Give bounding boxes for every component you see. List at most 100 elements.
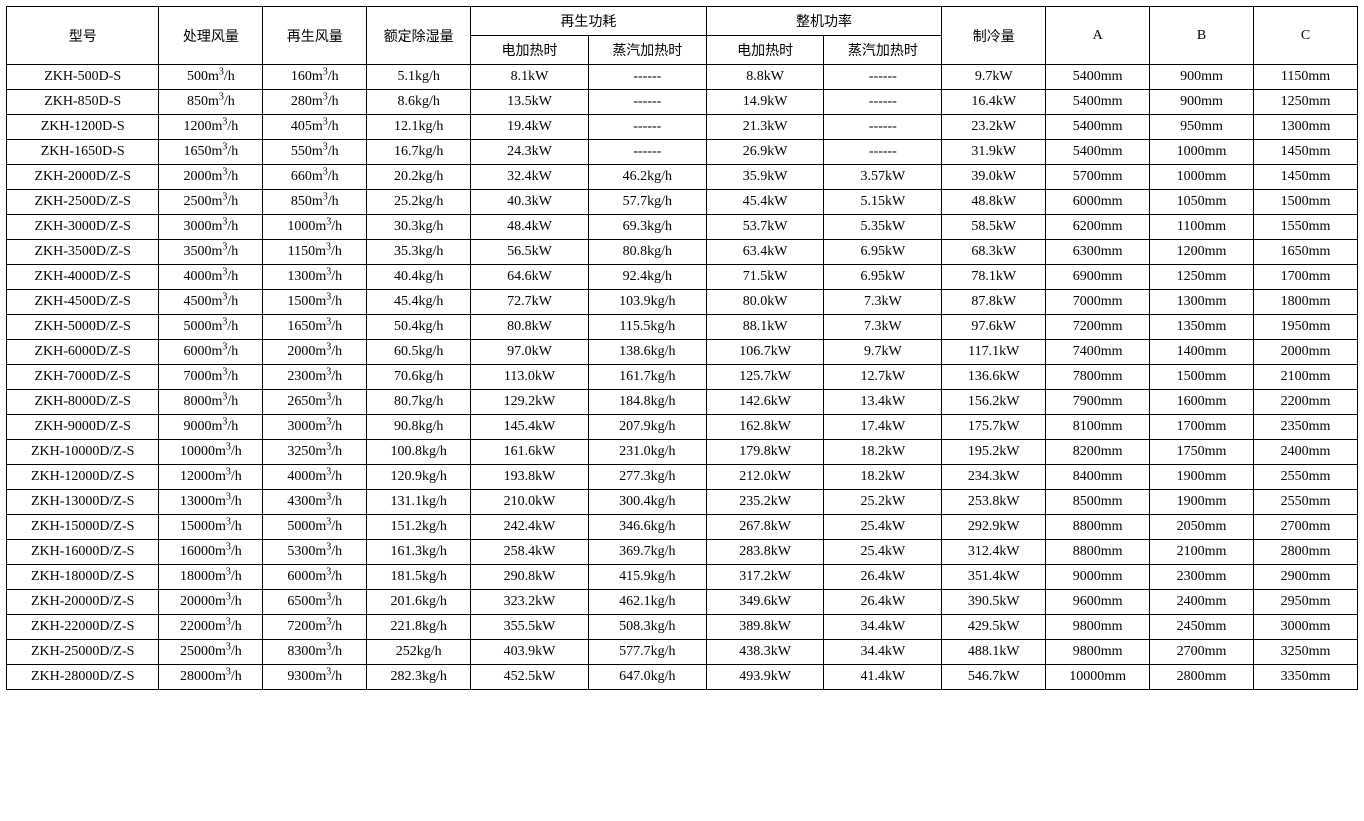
cell-dim-b: 2700mm [1150,640,1254,665]
cell-process-air: 2500m3/h [159,190,263,215]
cell-dim-c: 1500mm [1253,190,1357,215]
cell-model: ZKH-4500D/Z-S [7,290,159,315]
cell-regen-electric: 403.9kW [471,640,589,665]
cell-regen-electric: 13.5kW [471,90,589,115]
cell-cooling: 117.1kW [942,340,1046,365]
cell-total-steam: 25.4kW [824,540,942,565]
cell-process-air: 8000m3/h [159,390,263,415]
cell-regen-air: 1300m3/h [263,265,367,290]
cell-process-air: 9000m3/h [159,415,263,440]
cell-regen-air: 3000m3/h [263,415,367,440]
cell-cooling: 9.7kW [942,65,1046,90]
header-row-1: 型号 处理风量 再生风量 额定除湿量 再生功耗 整机功率 制冷量 A B C [7,7,1358,36]
cell-regen-steam: 462.1kg/h [588,590,706,615]
cell-dim-c: 2200mm [1253,390,1357,415]
cell-dim-c: 2100mm [1253,365,1357,390]
cell-model: ZKH-2500D/Z-S [7,190,159,215]
cell-process-air: 18000m3/h [159,565,263,590]
cell-model: ZKH-6000D/Z-S [7,340,159,365]
cell-dim-a: 9800mm [1046,640,1150,665]
cell-total-steam: 9.7kW [824,340,942,365]
cell-total-steam: 5.15kW [824,190,942,215]
cell-regen-air: 4000m3/h [263,465,367,490]
cell-dim-a: 5400mm [1046,140,1150,165]
cell-dim-a: 5400mm [1046,90,1150,115]
cell-dim-a: 5400mm [1046,65,1150,90]
cell-regen-electric: 210.0kW [471,490,589,515]
cell-rated-dehum: 35.3kg/h [367,240,471,265]
cell-regen-steam: 46.2kg/h [588,165,706,190]
cell-process-air: 4000m3/h [159,265,263,290]
cell-cooling: 16.4kW [942,90,1046,115]
table-row: ZKH-9000D/Z-S9000m3/h3000m3/h90.8kg/h145… [7,415,1358,440]
cell-rated-dehum: 90.8kg/h [367,415,471,440]
cell-dim-a: 9600mm [1046,590,1150,615]
cell-total-electric: 35.9kW [706,165,824,190]
cell-total-electric: 283.8kW [706,540,824,565]
cell-dim-b: 1050mm [1150,190,1254,215]
cell-model: ZKH-7000D/Z-S [7,365,159,390]
cell-process-air: 500m3/h [159,65,263,90]
cell-regen-electric: 193.8kW [471,465,589,490]
cell-model: ZKH-25000D/Z-S [7,640,159,665]
cell-dim-a: 6000mm [1046,190,1150,215]
cell-dim-c: 1450mm [1253,140,1357,165]
cell-dim-b: 900mm [1150,90,1254,115]
cell-rated-dehum: 45.4kg/h [367,290,471,315]
cell-rated-dehum: 161.3kg/h [367,540,471,565]
cell-dim-a: 9000mm [1046,565,1150,590]
cell-rated-dehum: 120.9kg/h [367,465,471,490]
cell-regen-air: 1150m3/h [263,240,367,265]
cell-regen-steam: 508.3kg/h [588,615,706,640]
cell-regen-steam: ------ [588,115,706,140]
cell-rated-dehum: 30.3kg/h [367,215,471,240]
cell-dim-a: 9800mm [1046,615,1150,640]
cell-total-steam: 3.57kW [824,165,942,190]
header-total-power-group: 整机功率 [706,7,942,36]
cell-regen-steam: 69.3kg/h [588,215,706,240]
cell-regen-air: 1650m3/h [263,315,367,340]
cell-regen-steam: 207.9kg/h [588,415,706,440]
header-dim-a: A [1046,7,1150,65]
cell-process-air: 15000m3/h [159,515,263,540]
cell-model: ZKH-20000D/Z-S [7,590,159,615]
table-row: ZKH-6000D/Z-S6000m3/h2000m3/h60.5kg/h97.… [7,340,1358,365]
cell-regen-steam: 346.6kg/h [588,515,706,540]
cell-dim-b: 1500mm [1150,365,1254,390]
cell-model: ZKH-1650D-S [7,140,159,165]
cell-dim-b: 1000mm [1150,165,1254,190]
cell-regen-steam: 647.0kg/h [588,665,706,690]
table-row: ZKH-20000D/Z-S20000m3/h6500m3/h201.6kg/h… [7,590,1358,615]
cell-dim-c: 2550mm [1253,490,1357,515]
cell-cooling: 136.6kW [942,365,1046,390]
cell-regen-electric: 40.3kW [471,190,589,215]
cell-cooling: 253.8kW [942,490,1046,515]
cell-dim-b: 2400mm [1150,590,1254,615]
cell-regen-steam: 57.7kg/h [588,190,706,215]
header-dim-b: B [1150,7,1254,65]
table-header: 型号 处理风量 再生风量 额定除湿量 再生功耗 整机功率 制冷量 A B C 电… [7,7,1358,65]
cell-model: ZKH-3000D/Z-S [7,215,159,240]
cell-dim-b: 2800mm [1150,665,1254,690]
cell-total-steam: 17.4kW [824,415,942,440]
cell-dim-b: 2050mm [1150,515,1254,540]
cell-dim-c: 1300mm [1253,115,1357,140]
cell-rated-dehum: 252kg/h [367,640,471,665]
cell-regen-electric: 32.4kW [471,165,589,190]
cell-cooling: 234.3kW [942,465,1046,490]
table-row: ZKH-1650D-S1650m3/h550m3/h16.7kg/h24.3kW… [7,140,1358,165]
cell-rated-dehum: 151.2kg/h [367,515,471,540]
cell-total-electric: 53.7kW [706,215,824,240]
cell-dim-c: 2700mm [1253,515,1357,540]
cell-cooling: 87.8kW [942,290,1046,315]
cell-regen-steam: 300.4kg/h [588,490,706,515]
header-process-air: 处理风量 [159,7,263,65]
cell-dim-b: 900mm [1150,65,1254,90]
cell-total-electric: 8.8kW [706,65,824,90]
cell-regen-air: 3250m3/h [263,440,367,465]
cell-model: ZKH-28000D/Z-S [7,665,159,690]
cell-dim-c: 1650mm [1253,240,1357,265]
cell-model: ZKH-3500D/Z-S [7,240,159,265]
cell-rated-dehum: 70.6kg/h [367,365,471,390]
cell-cooling: 97.6kW [942,315,1046,340]
